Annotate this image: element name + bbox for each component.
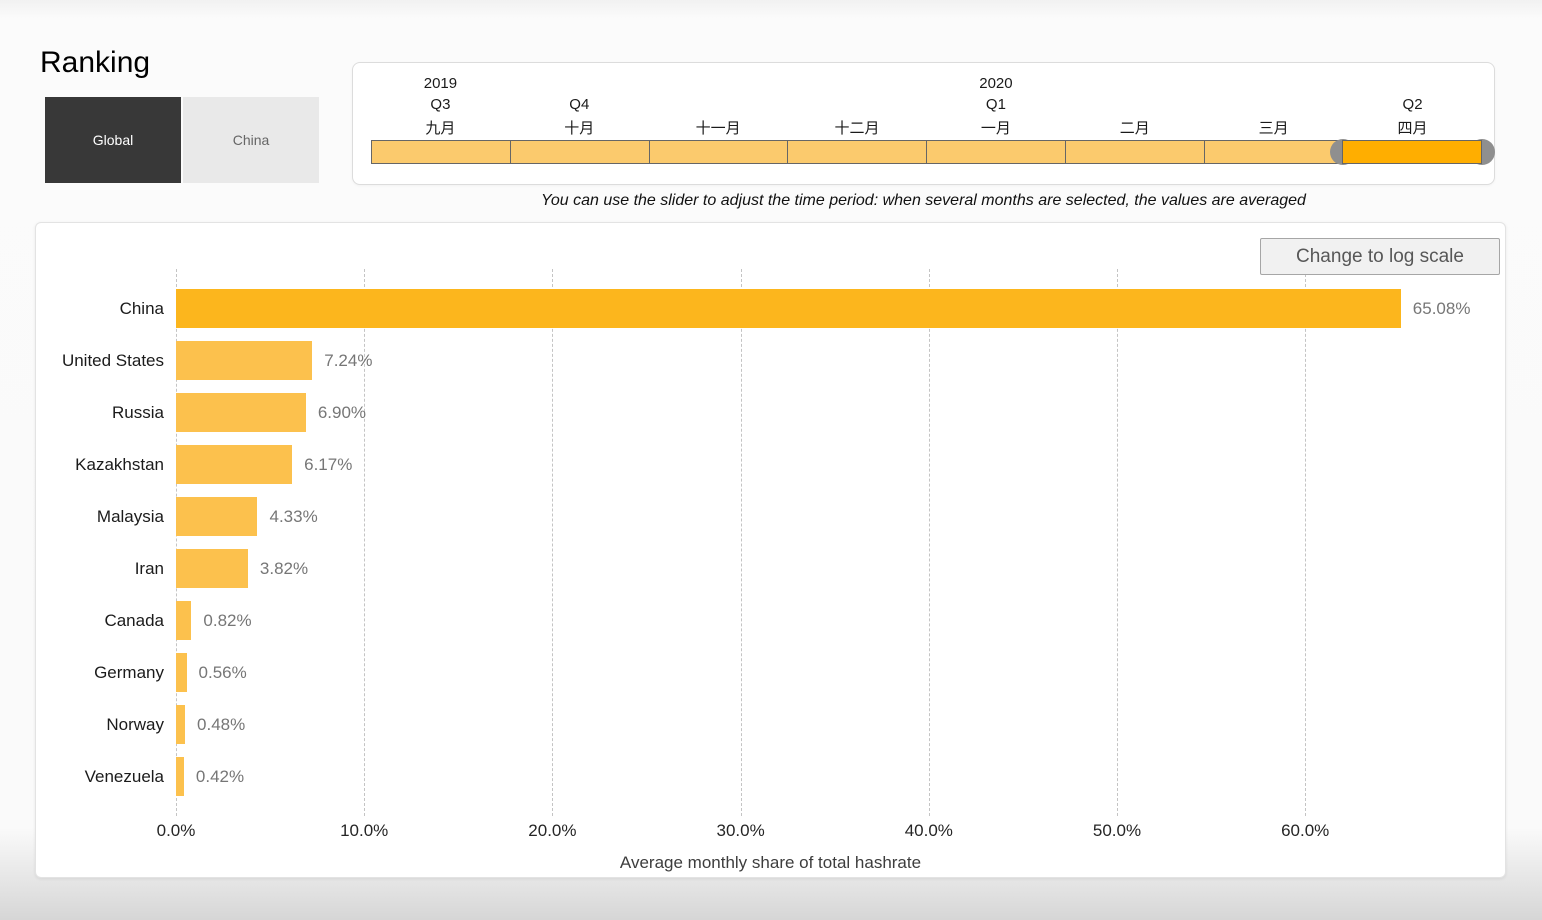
page-title: Ranking xyxy=(40,46,151,79)
category-label: United States xyxy=(61,351,164,370)
slider-month-label-3: 十二月 xyxy=(834,120,880,137)
bar-iran[interactable] xyxy=(176,549,248,588)
category-label: Kazakhstan xyxy=(75,455,164,474)
slider-quarter-label-0: Q3 xyxy=(430,96,451,113)
log-scale-button[interactable]: Change to log scale xyxy=(1260,238,1500,275)
category-label: Norway xyxy=(106,715,164,734)
slider-quarter-label-7: Q2 xyxy=(1402,96,1423,113)
value-label: 4.33% xyxy=(269,507,318,526)
value-label: 0.42% xyxy=(195,767,245,786)
bar-kazakhstan[interactable] xyxy=(176,445,293,484)
slider-segment-1[interactable] xyxy=(509,140,650,164)
x-tick-label: 50.0% xyxy=(1092,821,1142,840)
slider-quarter-label-6 xyxy=(1204,96,1343,114)
category-label: Canada xyxy=(104,611,164,630)
slider-quarter-label-4: Q1 xyxy=(985,96,1006,113)
slider-quarter-label-5 xyxy=(1065,96,1204,114)
bar-germany[interactable] xyxy=(176,653,187,692)
slider-month-label-0: 九月 xyxy=(425,120,456,137)
slider-segment-4[interactable] xyxy=(926,140,1066,164)
category-label: China xyxy=(119,299,164,318)
bar-russia[interactable] xyxy=(176,393,306,432)
value-label: 6.90% xyxy=(317,403,367,422)
slider-year-label-2 xyxy=(649,75,788,93)
bar-canada[interactable] xyxy=(176,601,192,640)
slider-month-label-5: 二月 xyxy=(1119,120,1150,137)
x-tick-label: 20.0% xyxy=(528,821,577,840)
slider-quarter-label-3 xyxy=(788,96,927,114)
slider-note: You can use the slider to adjust the tim… xyxy=(541,192,1306,209)
slider-year-label-3 xyxy=(788,75,927,93)
tab-china[interactable]: China xyxy=(183,97,319,183)
value-label: 6.17% xyxy=(304,455,353,474)
value-label: 0.56% xyxy=(198,663,247,682)
slider-quarter-row: Q3 Q4 Q1 Q2 xyxy=(371,96,1482,114)
slider-month-label-1: 十月 xyxy=(564,120,595,137)
slider-segment-3[interactable] xyxy=(787,140,927,164)
chart-panel: Change to log scale 0.0% 10.0% 20.0% 30.0% 4… xyxy=(35,222,1506,878)
slider-year-label-4: 2020 xyxy=(979,75,1013,92)
gridline-30.0% xyxy=(740,269,742,816)
gridline-0.0% xyxy=(176,269,177,816)
slider-segment-6[interactable] xyxy=(1203,140,1344,164)
slider-track[interactable] xyxy=(371,139,1495,165)
gridline-20.0% xyxy=(552,269,554,816)
slider-quarter-label-2 xyxy=(649,96,788,114)
value-label: 0.48% xyxy=(197,715,246,734)
value-label: 3.82% xyxy=(259,559,309,578)
gridline-50.0% xyxy=(1117,269,1118,816)
slider-year-label-1 xyxy=(510,75,649,93)
slider-year-row: 2019 2020 xyxy=(371,75,1482,93)
category-label: Russia xyxy=(112,403,164,422)
slider-month-label-4: 一月 xyxy=(980,120,1011,137)
category-label: Iran xyxy=(134,559,164,578)
slider-month-label-6: 三月 xyxy=(1258,120,1289,137)
tab-global[interactable]: Global xyxy=(45,97,181,183)
x-tick-label: 10.0% xyxy=(340,821,389,840)
bar-china[interactable] xyxy=(176,289,1401,328)
slider-quarter-label-1: Q4 xyxy=(569,96,590,113)
value-label: 65.08% xyxy=(1412,299,1471,318)
slider-segment-5[interactable] xyxy=(1064,140,1205,164)
gridline-60.0% xyxy=(1305,269,1307,816)
value-label: 7.24% xyxy=(324,351,373,370)
bar-norway[interactable] xyxy=(176,705,186,744)
x-tick-label: 30.0% xyxy=(716,821,765,840)
x-axis-title: Average monthly share of total hashrate xyxy=(619,853,922,872)
time-slider-panel: 2019 2020 Q3 Q4 Q1 Q2 九月 十月 十一月 十二月 一月 二月 三月 四月 xyxy=(352,62,1495,185)
slider-month-label-7: 四月 xyxy=(1397,120,1428,137)
x-tick-label: 60.0% xyxy=(1281,821,1330,840)
bar-united-states[interactable] xyxy=(176,341,313,380)
slider-segment-0[interactable] xyxy=(371,140,511,164)
slider-year-label-7 xyxy=(1343,75,1482,93)
value-label: 0.82% xyxy=(203,611,252,630)
x-tick-label: 0.0% xyxy=(156,821,196,840)
x-tick-label: 40.0% xyxy=(904,821,953,840)
gridline-10.0% xyxy=(364,269,366,816)
gridline-40.0% xyxy=(928,269,930,816)
category-label: Venezuela xyxy=(84,767,164,786)
slider-segment-2[interactable] xyxy=(648,140,789,164)
slider-month-row: 九月 十月 十一月 十二月 一月 二月 三月 四月 xyxy=(371,117,1482,137)
slider-year-label-6 xyxy=(1204,75,1343,93)
slider-year-label-5 xyxy=(1065,75,1204,93)
category-label: Germany xyxy=(94,663,164,682)
slider-year-label-0: 2019 xyxy=(423,75,458,92)
slider-month-label-2: 十一月 xyxy=(695,120,741,137)
bar-venezuela[interactable] xyxy=(176,757,184,796)
category-label: Malaysia xyxy=(96,507,164,526)
bar-malaysia[interactable] xyxy=(176,497,258,536)
slider-segment-7[interactable] xyxy=(1342,140,1482,164)
bar-plot: 0.0% 10.0% 20.0% 30.0% 40.0% 50.0% 60.0% China 6… xyxy=(36,223,1505,877)
scope-toggle: Global China xyxy=(45,97,319,183)
